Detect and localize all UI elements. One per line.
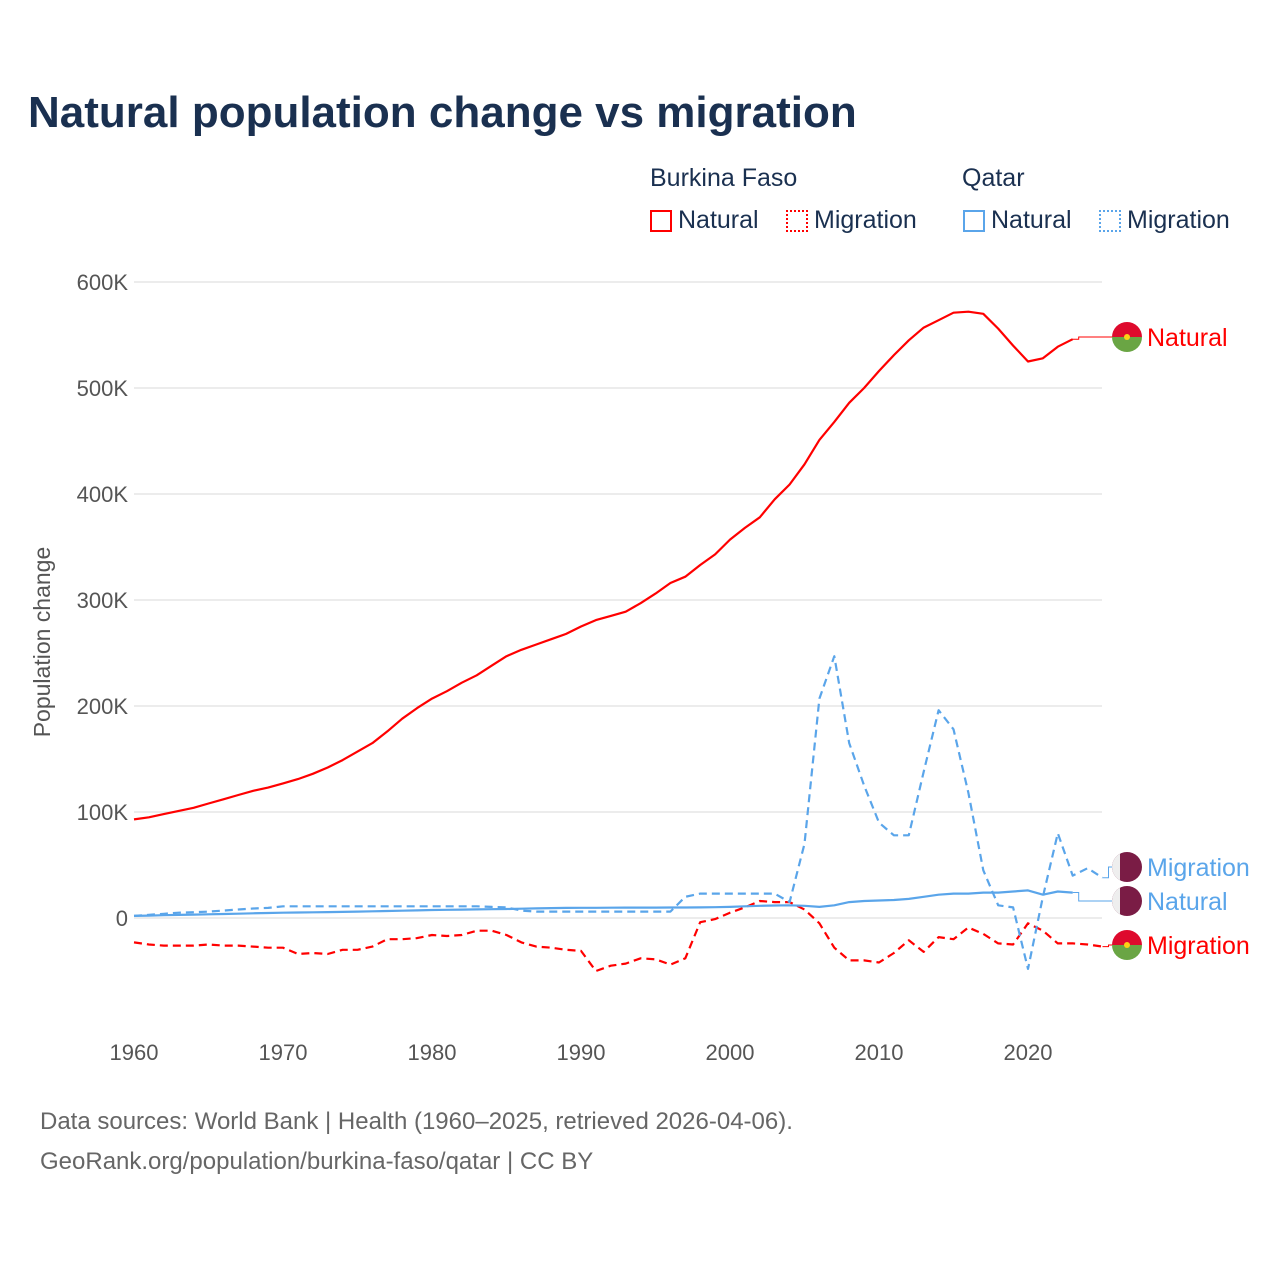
flag-stripe <box>1112 930 1142 945</box>
x-tick-label: 2020 <box>1004 1040 1053 1065</box>
burkina-faso-flag-icon <box>1112 930 1142 960</box>
legend-swatch-solid <box>963 209 985 232</box>
y-tick-label: 100K <box>77 800 129 825</box>
source-line-2[interactable]: GeoRank.org/population/burkina-faso/qata… <box>40 1148 594 1175</box>
x-tick-label: 1960 <box>110 1040 159 1065</box>
legend-qa-migration[interactable]: Migration <box>1099 206 1230 235</box>
series-line-qatar-migration <box>133 655 1104 971</box>
series-end-label: Migration <box>1147 854 1250 882</box>
legend-bf-natural[interactable]: Natural <box>650 206 759 235</box>
legend-swatch-dotted <box>1099 209 1121 232</box>
legend-swatch-dotted <box>786 209 808 232</box>
flag-star <box>1124 942 1130 948</box>
series-line-burkina-faso-migration <box>133 899 1103 973</box>
legend-group-qatar: Qatar <box>962 164 1025 192</box>
flag-hoist <box>1112 886 1120 916</box>
label-connector <box>1072 892 1112 902</box>
flag-hoist <box>1112 852 1120 882</box>
series-line-qatar-natural <box>133 889 1073 917</box>
x-tick-label: 2010 <box>855 1040 904 1065</box>
y-tick-label: 400K <box>77 482 129 507</box>
x-tick-label: 1980 <box>408 1040 457 1065</box>
x-tick-label: 1970 <box>259 1040 308 1065</box>
source-line-1: Data sources: World Bank | Health (1960–… <box>40 1108 793 1135</box>
qatar-flag-icon <box>1112 852 1142 882</box>
flag-stripe <box>1112 945 1142 960</box>
burkina-faso-flag-icon <box>1112 322 1142 352</box>
x-tick-label: 1990 <box>557 1040 606 1065</box>
y-tick-label: 600K <box>77 270 129 295</box>
y-tick-label: 0 <box>116 906 128 931</box>
series-end-label: Migration <box>1147 932 1250 960</box>
y-tick-label: 200K <box>77 694 129 719</box>
label-connector <box>1102 944 1112 948</box>
legend-swatch-solid <box>650 209 672 232</box>
label-connector <box>1102 866 1112 879</box>
flag-stripe <box>1112 337 1142 352</box>
legend-label: Migration <box>1127 206 1230 234</box>
series-end-label: Natural <box>1147 324 1228 352</box>
label-connector <box>1072 336 1112 340</box>
legend-label: Migration <box>814 206 917 234</box>
legend-label: Natural <box>991 206 1072 234</box>
legend-group-burkina-faso: Burkina Faso <box>650 164 798 192</box>
series-end-label: Natural <box>1147 888 1228 916</box>
qatar-flag-icon <box>1112 886 1142 916</box>
series-line-burkina-faso-natural <box>133 310 1074 821</box>
flag-star <box>1124 334 1130 340</box>
y-axis-label: Population change <box>29 547 55 738</box>
legend-bf-migration[interactable]: Migration <box>786 206 917 235</box>
legend-qa-natural[interactable]: Natural <box>963 206 1072 235</box>
y-tick-label: 500K <box>77 376 129 401</box>
y-tick-label: 300K <box>77 588 129 613</box>
chart-title: Natural population change vs migration <box>28 88 857 137</box>
legend-label: Natural <box>678 206 759 234</box>
flag-stripe <box>1112 322 1142 337</box>
x-tick-label: 2000 <box>706 1040 755 1065</box>
